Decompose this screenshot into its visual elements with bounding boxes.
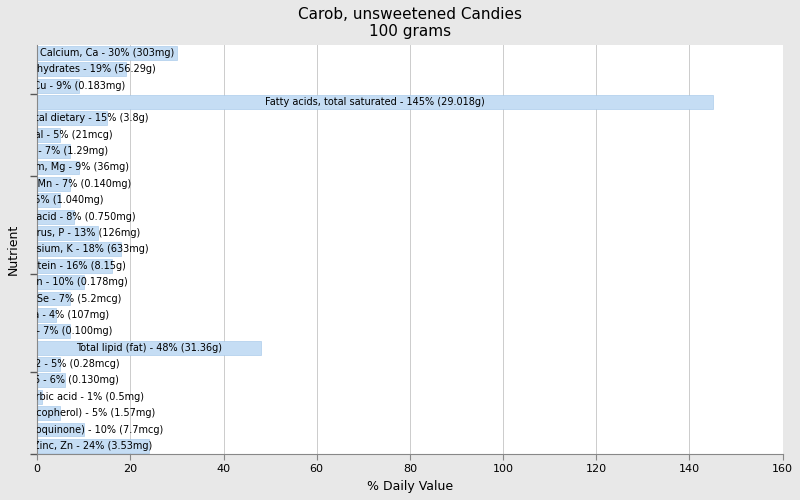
Bar	[37, 308, 56, 322]
Bar	[37, 275, 84, 289]
Text: Phosphorus, P - 13% (126mg): Phosphorus, P - 13% (126mg)	[0, 228, 140, 238]
Text: Sodium, Na - 4% (107mg): Sodium, Na - 4% (107mg)	[0, 310, 110, 320]
Bar	[37, 210, 74, 224]
Text: Potassium, K - 18% (633mg): Potassium, K - 18% (633mg)	[10, 244, 149, 254]
Text: Niacin - 5% (1.040mg): Niacin - 5% (1.040mg)	[0, 196, 103, 205]
Bar	[37, 46, 177, 60]
Text: Zinc, Zn - 24% (3.53mg): Zinc, Zn - 24% (3.53mg)	[34, 441, 153, 451]
Text: Magnesium, Mg - 9% (36mg): Magnesium, Mg - 9% (36mg)	[0, 162, 129, 172]
Bar	[37, 259, 112, 272]
Bar	[37, 95, 713, 109]
Text: Vitamin C, total ascorbic acid - 1% (0.5mg): Vitamin C, total ascorbic acid - 1% (0.5…	[0, 392, 145, 402]
Text: Manganese, Mn - 7% (0.140mg): Manganese, Mn - 7% (0.140mg)	[0, 179, 131, 189]
Bar	[37, 406, 61, 420]
Title: Carob, unsweetened Candies
100 grams: Carob, unsweetened Candies 100 grams	[298, 7, 522, 40]
Bar	[37, 242, 121, 256]
Text: Copper, Cu - 9% (0.183mg): Copper, Cu - 9% (0.183mg)	[0, 80, 125, 90]
Bar	[37, 340, 261, 354]
Bar	[37, 194, 61, 207]
Text: Carbohydrates - 19% (56.29g): Carbohydrates - 19% (56.29g)	[7, 64, 155, 74]
Bar	[37, 112, 107, 126]
Text: Thiamin - 7% (0.100mg): Thiamin - 7% (0.100mg)	[0, 326, 113, 336]
Text: Selenium, Se - 7% (5.2mcg): Selenium, Se - 7% (5.2mcg)	[0, 294, 122, 304]
Text: Fatty acids, total saturated - 145% (29.018g): Fatty acids, total saturated - 145% (29.…	[265, 97, 485, 107]
Text: Vitamin B-6 - 6% (0.130mg): Vitamin B-6 - 6% (0.130mg)	[0, 376, 119, 386]
Text: Vitamin B-12 - 5% (0.28mcg): Vitamin B-12 - 5% (0.28mcg)	[0, 359, 120, 369]
Text: Folate, total - 5% (21mcg): Folate, total - 5% (21mcg)	[0, 130, 113, 140]
Text: Pantothenic acid - 8% (0.750mg): Pantothenic acid - 8% (0.750mg)	[0, 212, 136, 222]
Bar	[37, 62, 126, 76]
Text: Calcium, Ca - 30% (303mg): Calcium, Ca - 30% (303mg)	[40, 48, 174, 58]
Bar	[37, 78, 79, 92]
Bar	[37, 357, 61, 371]
Text: Protein - 16% (8.15g): Protein - 16% (8.15g)	[22, 261, 126, 271]
Text: Fiber, total dietary - 15% (3.8g): Fiber, total dietary - 15% (3.8g)	[0, 114, 149, 124]
Text: Riboflavin - 10% (0.178mg): Riboflavin - 10% (0.178mg)	[0, 277, 127, 287]
Bar	[37, 439, 149, 453]
Text: Vitamin E (alpha-tocopherol) - 5% (1.57mg): Vitamin E (alpha-tocopherol) - 5% (1.57m…	[0, 408, 155, 418]
Text: Iron, Fe - 7% (1.29mg): Iron, Fe - 7% (1.29mg)	[0, 146, 108, 156]
Bar	[37, 160, 79, 174]
Bar	[37, 144, 70, 158]
Bar	[37, 292, 70, 306]
Text: Vitamin K (phylloquinone) - 10% (7.7mcg): Vitamin K (phylloquinone) - 10% (7.7mcg)	[0, 424, 163, 434]
Text: Total lipid (fat) - 48% (31.36g): Total lipid (fat) - 48% (31.36g)	[76, 342, 222, 352]
Bar	[37, 324, 70, 338]
Bar	[37, 177, 70, 191]
X-axis label: % Daily Value: % Daily Value	[366, 480, 453, 493]
Bar	[37, 422, 84, 436]
Bar	[37, 128, 61, 141]
Bar	[37, 226, 98, 240]
Bar	[37, 390, 42, 404]
Bar	[37, 374, 65, 388]
Y-axis label: Nutrient: Nutrient	[7, 224, 20, 275]
